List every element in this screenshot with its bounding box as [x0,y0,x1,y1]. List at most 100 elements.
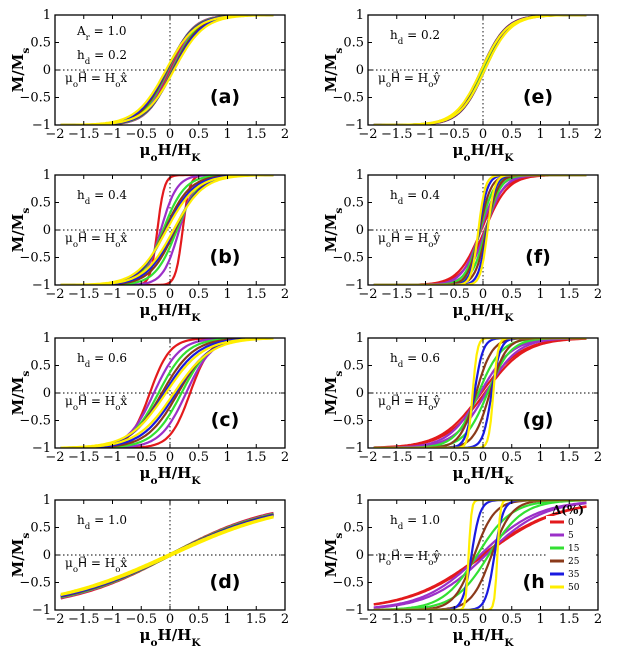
series-25-descending [373,338,587,448]
x-tick-label: −0.5 [438,287,470,302]
x-tick-label: 0 [166,127,174,142]
x-tick-label: 1.5 [246,127,267,142]
panel-label: (d) [210,571,241,593]
y-tick-label: 1 [356,331,364,346]
y-tick-label: 1 [43,331,51,346]
y-tick-label: 0.5 [30,196,51,211]
legend-entry: 5 [568,531,574,541]
hd-label: hd = 0.6 [390,351,440,370]
y-tick-label: 1 [43,168,51,183]
series-5-descending [60,175,274,285]
x-tick-label: 0 [166,450,174,465]
panel-label: (c) [211,409,240,431]
series-35-ascending [373,500,587,610]
panel-c: −2 −1.5 −1 −0.5 0 0.5 1 1.5 210.50−0.5−1μoH/HKM/… [9,331,289,487]
x-tick-label: 0.5 [501,612,522,627]
x-tick-label: 2 [281,127,289,142]
x-tick-label: 2 [594,612,602,627]
y-axis-label: M/Ms [322,371,345,416]
x-tick-label: 0.5 [188,450,209,465]
y-axis-label: M/Ms [9,48,32,93]
x-tick-label: 2 [281,287,289,302]
x-tick-label: −2 [45,450,64,465]
x-tick-label: 0 [166,612,174,627]
panel-label: (h) [523,571,554,593]
hd-label: hd = 0.4 [390,188,440,207]
legend-bg [546,555,596,568]
y-axis-label: M/Ms [9,208,32,253]
series-35-ascending [373,175,587,285]
x-tick-label: −2 [45,612,64,627]
y-tick-label: −1 [345,441,364,456]
y-tick-label: 1 [356,168,364,183]
series-0-descending [60,175,274,285]
legend-bg [546,542,596,555]
y-tick-label: −1 [32,441,51,456]
series-0-ascending [373,505,587,606]
x-tick-label: −1 [416,450,435,465]
x-tick-label: −1.5 [381,612,413,627]
y-tick-label: −0.5 [19,576,51,591]
series-50-descending [60,515,274,596]
x-tick-label: 2 [281,450,289,465]
x-tick-label: −2 [358,450,377,465]
hd-label: hd = 1.0 [390,513,440,532]
series-15-ascending [373,175,587,285]
x-tick-label: 0 [479,287,487,302]
x-tick-label: 0 [479,450,487,465]
hd-label: hd = 0.6 [77,351,127,370]
x-tick-label: 0.5 [188,612,209,627]
y-tick-label: 0.5 [30,36,51,51]
y-axis-label: M/Ms [9,533,32,578]
x-tick-label: −2 [45,287,64,302]
x-tick-label: 1 [536,612,544,627]
legend-entry: 15 [568,544,580,554]
y-tick-label: −0.5 [19,251,51,266]
panel-label: (b) [210,246,241,268]
x-tick-label: −0.5 [125,127,157,142]
x-tick-label: −0.5 [125,287,157,302]
y-axis-label: M/Ms [322,48,345,93]
legend-bg [546,529,596,542]
x-tick-label: 1 [223,450,231,465]
anisotropy-ratio-label: Ar = 1.0 [76,24,127,43]
x-tick-label: −1.5 [68,612,100,627]
x-tick-label: −0.5 [438,450,470,465]
x-tick-label: 2 [594,127,602,142]
series-50-ascending [60,338,274,448]
x-tick-label: 0.5 [501,287,522,302]
panel-h: −2 −1.5 −1 −0.5 0 0.5 1 1.5 210.50−0.5−1μoH/HKM/… [322,493,602,649]
y-tick-label: 0 [356,386,364,401]
field-direction-label: μoH⃗ = Hox̂ [65,393,127,413]
y-tick-label: 0 [356,548,364,563]
y-axis-label: M/Ms [322,208,345,253]
x-tick-label: 2 [281,612,289,627]
x-tick-label: −1.5 [68,450,100,465]
y-tick-label: −1 [32,118,51,133]
field-direction-label: μoH⃗ = Hox̂ [65,230,127,250]
field-direction-label: μoH⃗ = Hox̂ [65,70,127,90]
series-50-ascending [60,516,274,597]
x-tick-label: −0.5 [125,450,157,465]
y-tick-label: −0.5 [332,91,364,106]
hd-label: hd = 0.4 [77,188,127,207]
y-tick-label: 0.5 [30,359,51,374]
y-tick-label: 0 [43,63,51,78]
y-tick-label: 0.5 [343,36,364,51]
series-50-descending [373,338,587,448]
panel-e: −2 −1.5 −1 −0.5 0 0.5 1 1.5 210.50−0.5−1μoH/HKM/… [322,8,602,164]
x-tick-label: −1 [103,287,122,302]
y-tick-label: −0.5 [19,414,51,429]
x-axis-label: μoH/HK [140,464,202,487]
legend-bg [546,568,596,581]
x-tick-label: 1 [536,127,544,142]
y-tick-label: 0 [43,548,51,563]
x-tick-label: 0.5 [188,287,209,302]
panel-d: −2 −1.5 −1 −0.5 0 0.5 1 1.5 210.50−0.5−1μoH/HKM/… [9,493,289,649]
panel-label: (e) [523,86,553,108]
legend-bg [546,516,596,529]
series-0-ascending [373,338,587,448]
x-tick-label: 1.5 [246,450,267,465]
x-tick-label: 1.5 [559,450,580,465]
